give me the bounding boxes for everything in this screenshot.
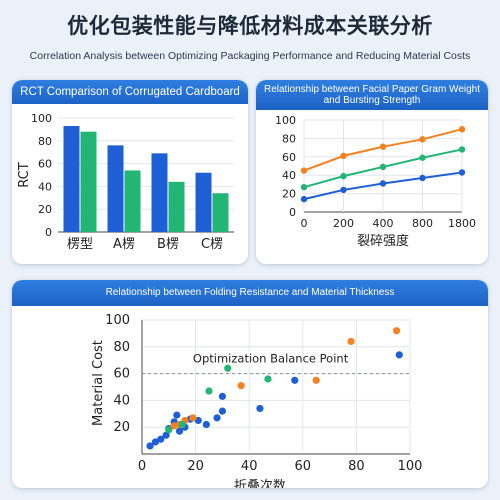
reference-line-label: Optimization Balance Point — [193, 352, 349, 366]
burst-line-chart: 0 20 40 60 80 100 0 200 400 800 1800 裂碎强度 — [275, 114, 476, 249]
y-axis-label: Material Cost — [91, 340, 106, 426]
x-tick-label: 100 — [398, 459, 423, 474]
x-tick-label: 0 — [301, 217, 308, 230]
x-tick-label: 1800 — [448, 217, 476, 230]
scatter-point — [151, 438, 159, 446]
bar — [168, 181, 185, 232]
scatter-point — [218, 392, 226, 400]
data-point — [458, 126, 466, 133]
scatter-point — [162, 431, 170, 439]
folding-scatter-chart: 20 40 60 80 100 0 20 40 60 80 100 Optimization Bala… — [91, 313, 423, 488]
x-tick-label: 20 — [187, 459, 204, 474]
data-point — [340, 172, 347, 180]
x-axis-label: 折叠次数 — [234, 478, 286, 488]
rct-chart-title: RCT Comparison of Corrugated Cardboard — [12, 80, 248, 104]
scatter-point — [202, 420, 210, 429]
x-axis-label: 裂碎强度 — [357, 233, 409, 249]
bar — [80, 131, 97, 232]
data-point — [340, 152, 347, 160]
scatter-point — [393, 327, 401, 335]
data-point — [458, 169, 466, 176]
y-tick-label: 40 — [113, 393, 130, 408]
scatter-point — [395, 351, 403, 359]
scatter-point — [224, 364, 232, 372]
data-point — [419, 136, 426, 143]
y-tick-label: 40 — [282, 169, 296, 182]
bar — [63, 125, 80, 232]
rct-chart-panel: RCT Comparison of Corrugated Cardboard 0… — [12, 80, 248, 264]
page-subtitle: Correlation Analysis between Optimizing … — [29, 50, 471, 62]
scatter-point — [237, 382, 245, 390]
bar — [107, 145, 124, 232]
y-tick-label: 0 — [45, 226, 52, 239]
x-tick-label: 0 — [138, 459, 146, 474]
y-tick-label: 60 — [282, 151, 296, 164]
data-point — [379, 180, 387, 187]
y-tick-label: 100 — [105, 313, 130, 328]
scatter-point — [189, 414, 197, 422]
bar — [151, 153, 168, 232]
data-point — [419, 174, 426, 182]
scatter-point — [194, 416, 202, 425]
y-tick-label: 100 — [275, 114, 296, 127]
y-tick-label: 0 — [289, 206, 296, 219]
x-tick-label: B楞 — [157, 237, 179, 252]
y-axis-label: RCT — [17, 162, 32, 187]
burst-chart-panel: Relationship between Facial Paper Gram W… — [256, 80, 488, 264]
data-point — [300, 167, 308, 174]
scatter-point — [347, 337, 355, 346]
y-tick-label: 20 — [38, 203, 52, 216]
bar — [212, 193, 229, 232]
x-tick-label: 40 — [241, 459, 258, 474]
scatter-point — [178, 420, 186, 429]
burst-chart-title: Relationship between Facial Paper Gram W… — [256, 80, 488, 110]
rct-bar-chart: 0 20 40 60 80 100 RCT 楞型 A楞 B楞 C楞 — [17, 112, 234, 252]
data-point — [340, 186, 347, 194]
folding-chart-panel: Relationship between Folding Resistance … — [12, 280, 488, 488]
scatter-point — [256, 404, 264, 413]
x-tick-label: C楞 — [201, 237, 223, 252]
y-tick-label: 20 — [282, 188, 296, 201]
page-title: 优化包装性能与降低材料成本关联分析 — [67, 14, 433, 38]
data-point — [458, 146, 466, 153]
data-point — [300, 183, 308, 191]
data-point — [379, 163, 387, 171]
y-tick-label: 20 — [113, 420, 130, 435]
folding-chart-title: Relationship between Folding Resistance … — [12, 280, 488, 306]
y-tick-label: 80 — [282, 132, 296, 145]
scatter-point — [173, 411, 181, 419]
x-tick-label: 400 — [373, 217, 394, 230]
scatter-point — [218, 407, 226, 415]
bar — [195, 172, 212, 232]
y-tick-label: 100 — [31, 112, 52, 125]
scatter-point — [165, 426, 173, 434]
y-tick-label: 80 — [113, 340, 130, 355]
scatter-point — [205, 387, 213, 395]
scatter-point — [264, 375, 272, 383]
y-tick-label: 60 — [113, 367, 130, 382]
y-tick-label: 40 — [38, 180, 52, 193]
y-tick-label: 60 — [38, 158, 52, 171]
bar — [124, 170, 141, 232]
x-tick-label: 800 — [412, 217, 433, 230]
x-tick-label: 80 — [348, 459, 365, 474]
data-point — [300, 195, 308, 203]
scatter-point — [175, 427, 184, 435]
data-point — [419, 154, 426, 161]
data-point — [379, 143, 387, 150]
scatter-point — [312, 376, 320, 384]
scatter-point — [146, 442, 154, 450]
x-tick-label: 60 — [295, 459, 312, 474]
scatter-point — [291, 376, 299, 384]
scatter-point — [213, 414, 221, 422]
x-tick-label: A楞 — [113, 237, 135, 252]
y-tick-label: 80 — [38, 135, 52, 148]
x-tick-label: 楞型 — [67, 237, 93, 252]
x-tick-label: 200 — [333, 217, 354, 230]
scatter-point — [157, 435, 165, 443]
